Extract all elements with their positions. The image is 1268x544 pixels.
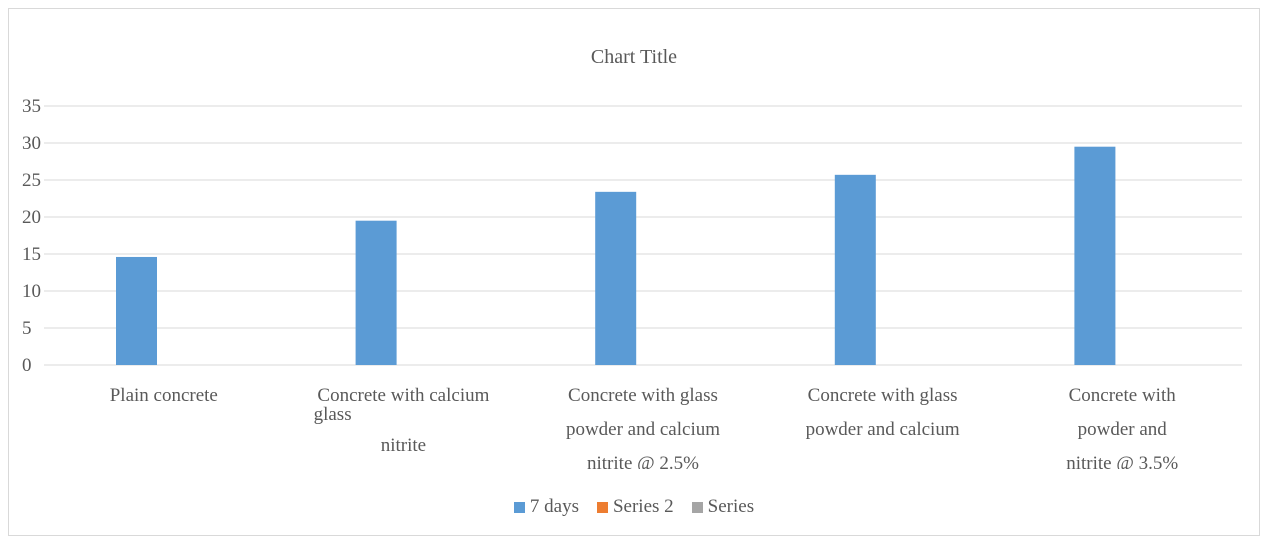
- y-tick-label: 30: [22, 133, 41, 154]
- bar-2-series-1: [355, 220, 397, 365]
- x-category-label-line: Concrete with calcium: [317, 385, 490, 406]
- legend-item: 7 days: [513, 496, 579, 518]
- y-tick-label: 25: [22, 170, 41, 191]
- bar-3-series-1: [595, 191, 637, 365]
- x-category-label-line: powder and calcium: [805, 419, 960, 440]
- x-category-label: Plain concrete: [44, 385, 284, 469]
- chart-frame: [8, 8, 1260, 536]
- x-category-label-line: glass: [313, 404, 352, 425]
- bar-1-series-1: [116, 256, 157, 365]
- y-tick-label: 20: [22, 207, 41, 228]
- x-category-label: Concrete with glass powder and calcium nit…: [523, 385, 763, 469]
- chart-legend: 7 days Series 2 Series: [0, 496, 1268, 518]
- x-category-label-line: nitrite: [380, 435, 427, 456]
- bar-4-series-1: [834, 174, 876, 365]
- x-category-label-line: Concrete with: [1068, 385, 1176, 406]
- x-category-label-line: nitrite @ 2.5%: [587, 453, 699, 469]
- legend-swatch: [596, 501, 608, 513]
- legend-label: Series 2: [612, 496, 674, 517]
- legend-swatch: [691, 501, 703, 513]
- x-category-label-line: powder and calcium: [565, 419, 721, 440]
- legend-swatch: [513, 501, 525, 513]
- bar-5-series-1: [1074, 146, 1116, 365]
- x-category-label-line: Concrete with glass: [807, 385, 958, 406]
- legend-item: Series 2: [596, 496, 674, 518]
- y-tick-label: 5: [22, 318, 32, 339]
- chart-title: Chart Title: [590, 46, 678, 68]
- legend-label: Series: [707, 496, 755, 517]
- x-category-label-line: Concrete with glass: [568, 385, 718, 406]
- x-category-label-line: nitrite @ 3.5%: [1066, 453, 1179, 469]
- x-category-label: Concrete with glass powder and calcium: [763, 385, 1003, 469]
- legend-item: Series: [691, 496, 755, 518]
- x-category-label: Concrete with calcium glass nitrite: [284, 385, 524, 469]
- y-tick-label: 15: [22, 244, 41, 265]
- x-category-label: Concrete with powder and nitrite @ 3.5%: [1002, 385, 1242, 469]
- x-category-label-line: powder and: [1077, 419, 1167, 440]
- legend-label: 7 days: [529, 496, 579, 517]
- y-tick-label: 0: [22, 355, 32, 376]
- y-tick-label: 10: [22, 281, 41, 302]
- x-category-label-line: Plain concrete: [109, 385, 218, 406]
- y-tick-label: 35: [22, 96, 41, 117]
